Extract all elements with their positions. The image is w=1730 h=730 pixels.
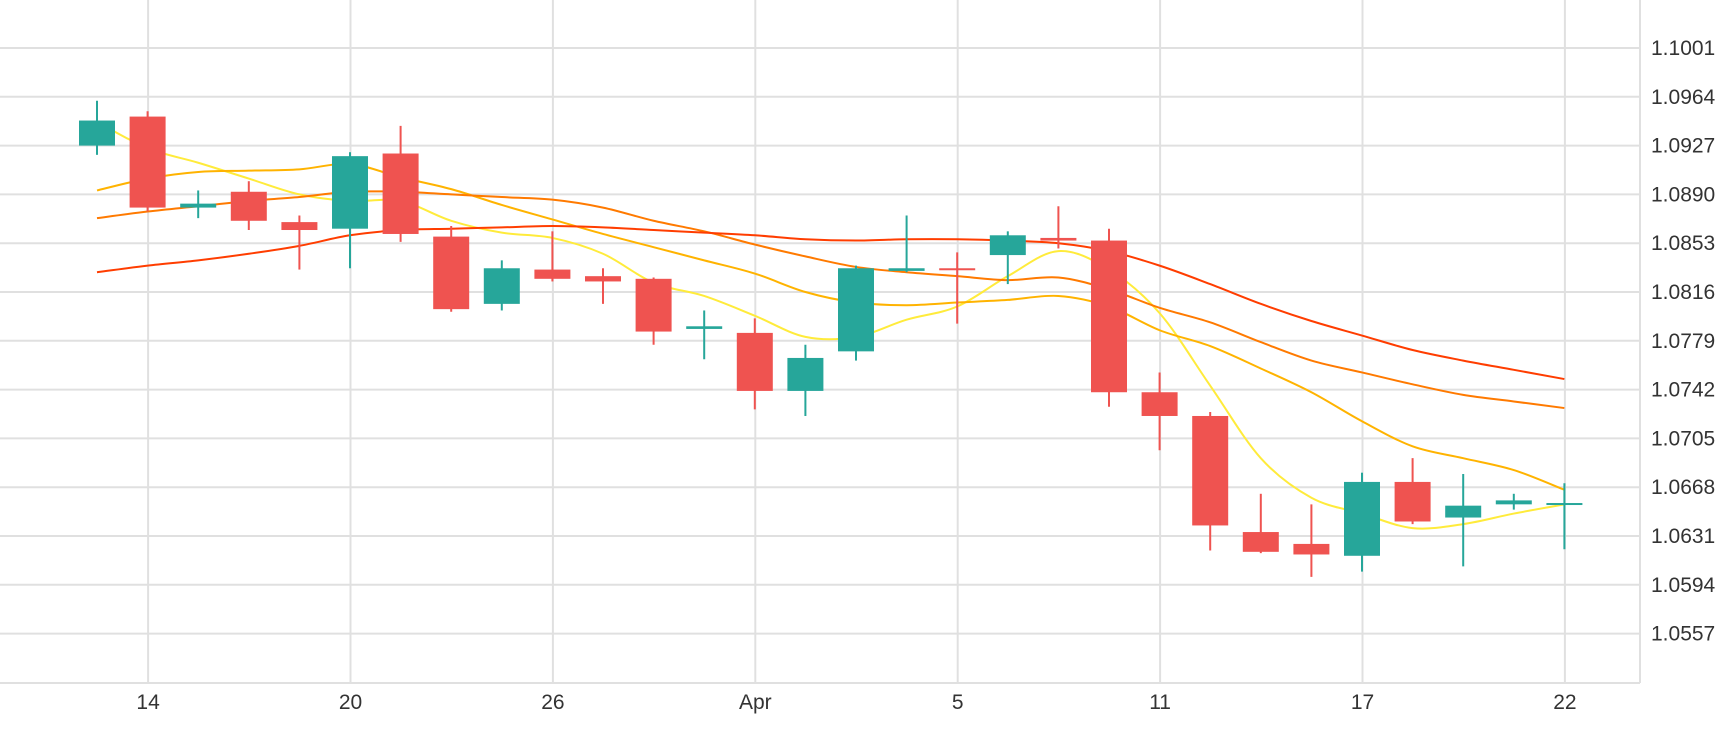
x-tick-label: 5: [952, 691, 964, 714]
y-tick-label: 1.0594: [1651, 574, 1716, 597]
candle-body: [1445, 505, 1482, 518]
candle-body: [989, 235, 1026, 256]
candle: [838, 265, 874, 361]
candle: [230, 181, 267, 231]
candle-body: [736, 332, 773, 391]
y-tick-label: 1.0816: [1651, 281, 1715, 304]
candle-body: [1394, 481, 1431, 522]
candle-body: [1242, 532, 1279, 552]
y-tick-label: 1.0705: [1651, 427, 1715, 450]
candle: [989, 231, 1026, 285]
candle-body: [79, 120, 115, 146]
candle: [1394, 458, 1431, 525]
candle-body: [838, 268, 874, 352]
candle: [79, 100, 115, 155]
y-tick-label: 1.0853: [1651, 232, 1715, 255]
candle: [332, 152, 368, 269]
candle-body: [1192, 415, 1229, 526]
candle: [1242, 493, 1279, 554]
grid: [0, 0, 1641, 684]
candle-body: [230, 191, 267, 221]
candle: [433, 226, 470, 312]
candle-body: [1091, 240, 1127, 393]
candle: [180, 190, 217, 219]
candle: [686, 310, 723, 360]
candle-body: [1141, 392, 1178, 416]
candle: [585, 268, 621, 304]
candle-body: [281, 222, 318, 231]
candle: [1192, 412, 1229, 551]
candle-body: [888, 268, 925, 271]
candle: [382, 125, 419, 242]
candle-body: [787, 357, 824, 391]
moving-average-line-4: [96, 225, 1565, 381]
y-tick-label: 1.1001: [1651, 37, 1715, 60]
x-tick-label: 22: [1553, 691, 1576, 714]
candle: [736, 318, 773, 410]
moving-averages: [96, 120, 1565, 530]
moving-average-line-2: [96, 162, 1565, 491]
candle-body: [1040, 237, 1077, 241]
candle-body: [1293, 543, 1330, 555]
y-tick-label: 1.0631: [1651, 525, 1715, 548]
y-tick-label: 1.0557: [1651, 623, 1715, 646]
candle: [483, 260, 520, 311]
candle: [1293, 504, 1330, 577]
candle-body: [382, 153, 419, 234]
candle-body: [585, 276, 621, 282]
candle-body: [1546, 503, 1583, 506]
y-tick-label: 1.0779: [1651, 330, 1715, 353]
y-tick-label: 1.0742: [1651, 379, 1715, 402]
candle-body: [332, 156, 368, 229]
x-tick-label: 26: [541, 691, 564, 714]
x-tick-label: 14: [136, 691, 160, 714]
candle: [534, 231, 571, 282]
axes: 1.1001 1.0964 1.0927 1.0890 1.0853 1.0816 1.07…: [136, 37, 1715, 714]
candle-body: [1344, 481, 1380, 556]
candle: [787, 344, 824, 416]
candle: [1445, 474, 1482, 567]
moving-average-line-1: [96, 120, 1565, 530]
candle: [1141, 372, 1178, 451]
candle-body: [1495, 500, 1532, 505]
candle-body: [483, 268, 520, 304]
candle: [1091, 228, 1127, 407]
candle: [281, 215, 318, 270]
candle-body: [534, 269, 571, 279]
x-tick-label: 11: [1149, 691, 1171, 714]
candle-body: [180, 203, 217, 208]
candle: [1040, 206, 1077, 249]
candle: [129, 111, 166, 212]
x-tick-label: Apr: [739, 691, 772, 714]
candle: [635, 277, 672, 345]
candle-body: [129, 116, 166, 208]
candle: [1495, 493, 1532, 510]
candle-body: [939, 268, 976, 271]
candle: [1344, 472, 1380, 572]
y-tick-label: 1.0890: [1651, 183, 1715, 206]
y-tick-label: 1.0668: [1651, 476, 1715, 499]
candle: [1546, 483, 1583, 550]
y-tick-label: 1.0964: [1651, 86, 1716, 109]
candle: [939, 252, 976, 324]
candle-body: [433, 236, 470, 310]
candles: [79, 100, 1583, 577]
x-tick-label: 20: [339, 691, 362, 714]
x-tick-label: 17: [1351, 691, 1374, 714]
candle-body: [686, 326, 723, 329]
candle-body: [635, 278, 672, 332]
y-tick-label: 1.0927: [1651, 135, 1715, 158]
candle: [888, 215, 925, 273]
